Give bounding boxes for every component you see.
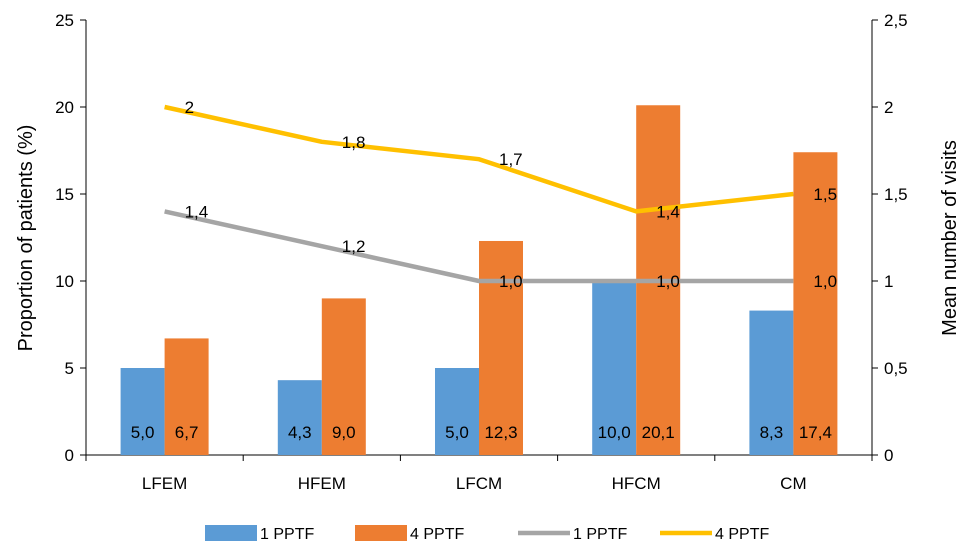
left-tick-label: 15 xyxy=(55,185,74,204)
x-tick-label: HFCM xyxy=(612,474,661,493)
bar-data-label: 10,0 xyxy=(598,423,631,442)
line-data-label: 1,0 xyxy=(813,272,837,291)
line-data-label: 1,0 xyxy=(499,272,523,291)
right-tick-label: 2 xyxy=(884,98,893,117)
legend-swatch xyxy=(205,525,257,541)
bar-data-label: 5,0 xyxy=(131,423,155,442)
bar xyxy=(164,338,209,455)
right-tick-label: 1,5 xyxy=(884,185,908,204)
line-data-label: 1,5 xyxy=(813,185,837,204)
bar xyxy=(749,310,794,455)
right-y-axis: 0 0,5 1 1,5 2 2,5 xyxy=(871,11,908,465)
left-tick-label: 25 xyxy=(55,11,74,30)
bar xyxy=(321,298,366,455)
legend-label: 4 PPTF xyxy=(410,526,464,543)
bar xyxy=(592,281,637,455)
series-line xyxy=(164,104,794,214)
legend-label: 4 PPTF xyxy=(715,526,769,543)
bar-data-label: 5,0 xyxy=(445,423,469,442)
left-tick-label: 5 xyxy=(65,359,74,378)
left-y-axis: 0 5 10 15 20 25 xyxy=(55,11,87,465)
bar-data-label: 12,3 xyxy=(484,423,517,442)
bar-labels: 5,0 4,3 5,0 10,0 8,3 6,7 9,0 12,3 20,1 17,4 xyxy=(131,423,832,442)
line-data-label: 1,4 xyxy=(656,202,680,221)
line-data-label: 1,8 xyxy=(342,133,366,152)
bars xyxy=(120,105,838,456)
line-data-label: 1,7 xyxy=(499,150,523,169)
legend-swatch xyxy=(355,525,407,541)
bar xyxy=(793,152,838,456)
line-data-label: 2 xyxy=(185,98,194,117)
y2-axis-title: Mean number of visits xyxy=(939,140,961,336)
left-tick-label: 0 xyxy=(65,446,74,465)
y-axis-title: Proportion of patients (%) xyxy=(15,125,37,352)
x-tick-label: HFEM xyxy=(298,474,346,493)
x-tick-label: CM xyxy=(780,474,806,493)
line-data-label: 1,2 xyxy=(342,237,366,256)
line-data-label: 1,0 xyxy=(656,272,680,291)
line-data-label: 1,4 xyxy=(185,202,209,221)
line-labels: 1,4 1,2 1,0 1,0 1,0 2 1,8 1,7 1,4 1,5 xyxy=(185,98,837,291)
left-tick-label: 20 xyxy=(55,98,74,117)
bar xyxy=(120,368,165,455)
legend-label: 1 PPTF xyxy=(573,526,627,543)
bar-data-label: 20,1 xyxy=(642,423,675,442)
bar-data-label: 17,4 xyxy=(799,423,832,442)
x-tick-label: LFEM xyxy=(142,474,187,493)
left-tick-label: 10 xyxy=(55,272,74,291)
series-line xyxy=(164,209,794,284)
x-axis: LFEM HFEM LFCM HFCM CM xyxy=(85,454,873,493)
bar xyxy=(435,368,479,455)
right-tick-label: 2,5 xyxy=(884,11,908,30)
bar xyxy=(479,240,523,455)
bar-data-label: 6,7 xyxy=(175,423,199,442)
right-tick-label: 0,5 xyxy=(884,359,908,378)
bar-data-label: 8,3 xyxy=(760,423,784,442)
legend-label: 1 PPTF xyxy=(260,526,314,543)
bar-data-label: 9,0 xyxy=(332,423,356,442)
x-tick-label: LFCM xyxy=(456,474,502,493)
lines xyxy=(164,104,794,284)
right-tick-label: 0 xyxy=(884,446,893,465)
bar xyxy=(277,380,322,455)
legend: 1 PPTF 4 PPTF 1 PPTF 4 PPTF xyxy=(205,525,769,543)
right-tick-label: 1 xyxy=(884,272,893,291)
bar-data-label: 4,3 xyxy=(288,423,312,442)
